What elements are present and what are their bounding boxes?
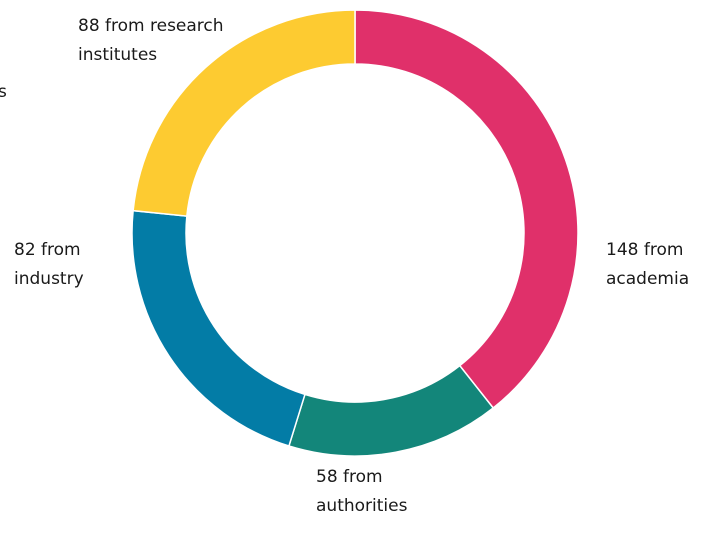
slice-label-line: 88 from research [78, 16, 224, 36]
slice-industry [131, 209, 306, 447]
clipped-edge-text: s [0, 82, 7, 102]
slice-label-line: authorities [316, 496, 408, 516]
slice-label-research-institutes: 88 from research institutes [78, 16, 224, 65]
slice-label-authorities: 58 from authorities [316, 467, 408, 516]
slice-label-line: 58 from [316, 467, 383, 487]
slice-label-line: academia [606, 269, 689, 289]
slice-label-line: 82 from [14, 240, 81, 260]
slice-labels: 148 from academia 58 from authorities 82 fro… [14, 16, 689, 516]
slice-label-industry: 82 from industry [14, 240, 84, 289]
slice-research-institutes [132, 9, 356, 217]
slice-label-academia: 148 from academia [606, 240, 689, 289]
slice-authorities [287, 364, 495, 457]
slice-label-line: institutes [78, 45, 157, 65]
slice-label-line: 148 from [606, 240, 683, 260]
slice-label-line: industry [14, 269, 84, 289]
donut-slices [131, 9, 579, 457]
slice-academia [354, 9, 579, 410]
